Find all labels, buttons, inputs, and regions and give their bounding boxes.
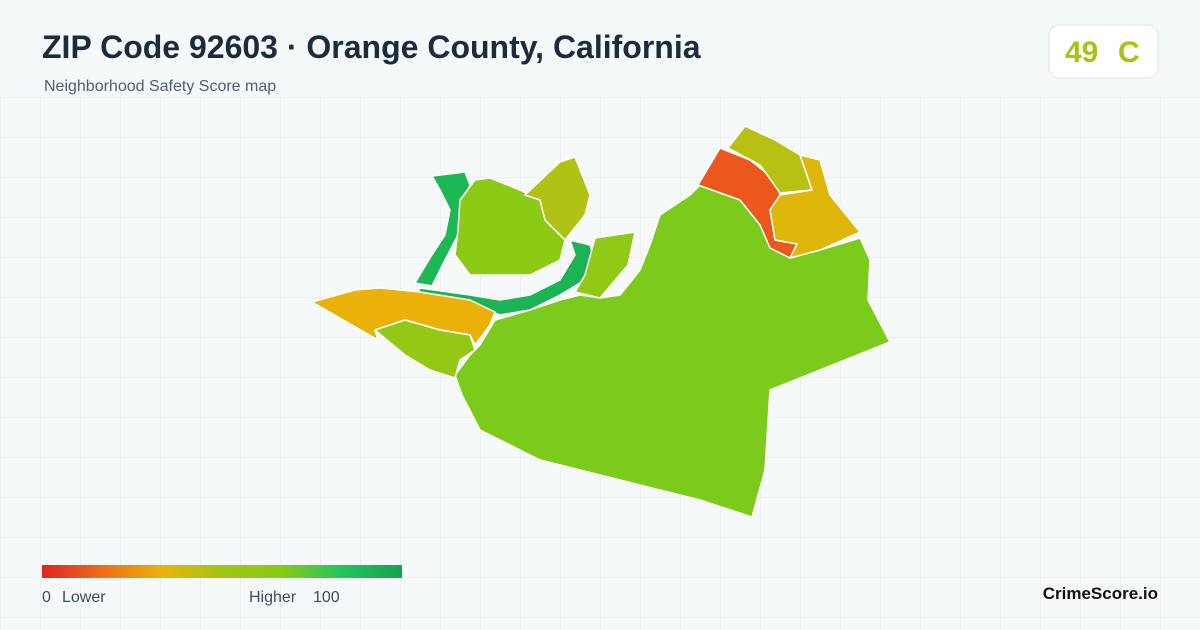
region [414,171,471,287]
subtitle: Neighborhood Safety Score map [44,78,276,95]
legend-max: 100 [313,589,340,606]
score-badge [1048,24,1159,79]
legend-min: 0 [42,589,51,606]
region [454,184,891,518]
legend-max-label: Higher [249,589,297,606]
score-value: 49 [1065,36,1098,69]
region [769,154,861,259]
title: ZIP Code 92603 · Orange County, Californ… [42,29,701,65]
region [574,231,636,299]
legend-min-label: Lower [62,589,106,606]
region [374,319,476,379]
score-grade: C [1118,36,1140,69]
regions [311,125,891,518]
brand: CrimeScore.io [1043,584,1158,603]
region [524,156,591,241]
legend-scale [42,565,402,578]
region [454,177,566,276]
